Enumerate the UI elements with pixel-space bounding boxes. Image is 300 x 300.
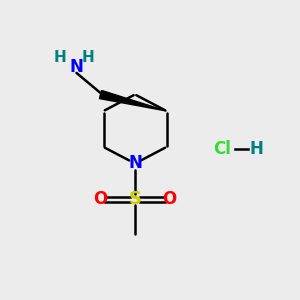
- Polygon shape: [100, 90, 166, 111]
- Text: N: N: [70, 58, 83, 76]
- Text: H: H: [250, 140, 263, 158]
- Text: H: H: [82, 50, 94, 64]
- Text: O: O: [93, 190, 108, 208]
- Text: Cl: Cl: [213, 140, 231, 158]
- Text: N: N: [128, 154, 142, 172]
- Text: S: S: [128, 190, 142, 208]
- Text: H: H: [54, 50, 66, 64]
- Text: O: O: [162, 190, 177, 208]
